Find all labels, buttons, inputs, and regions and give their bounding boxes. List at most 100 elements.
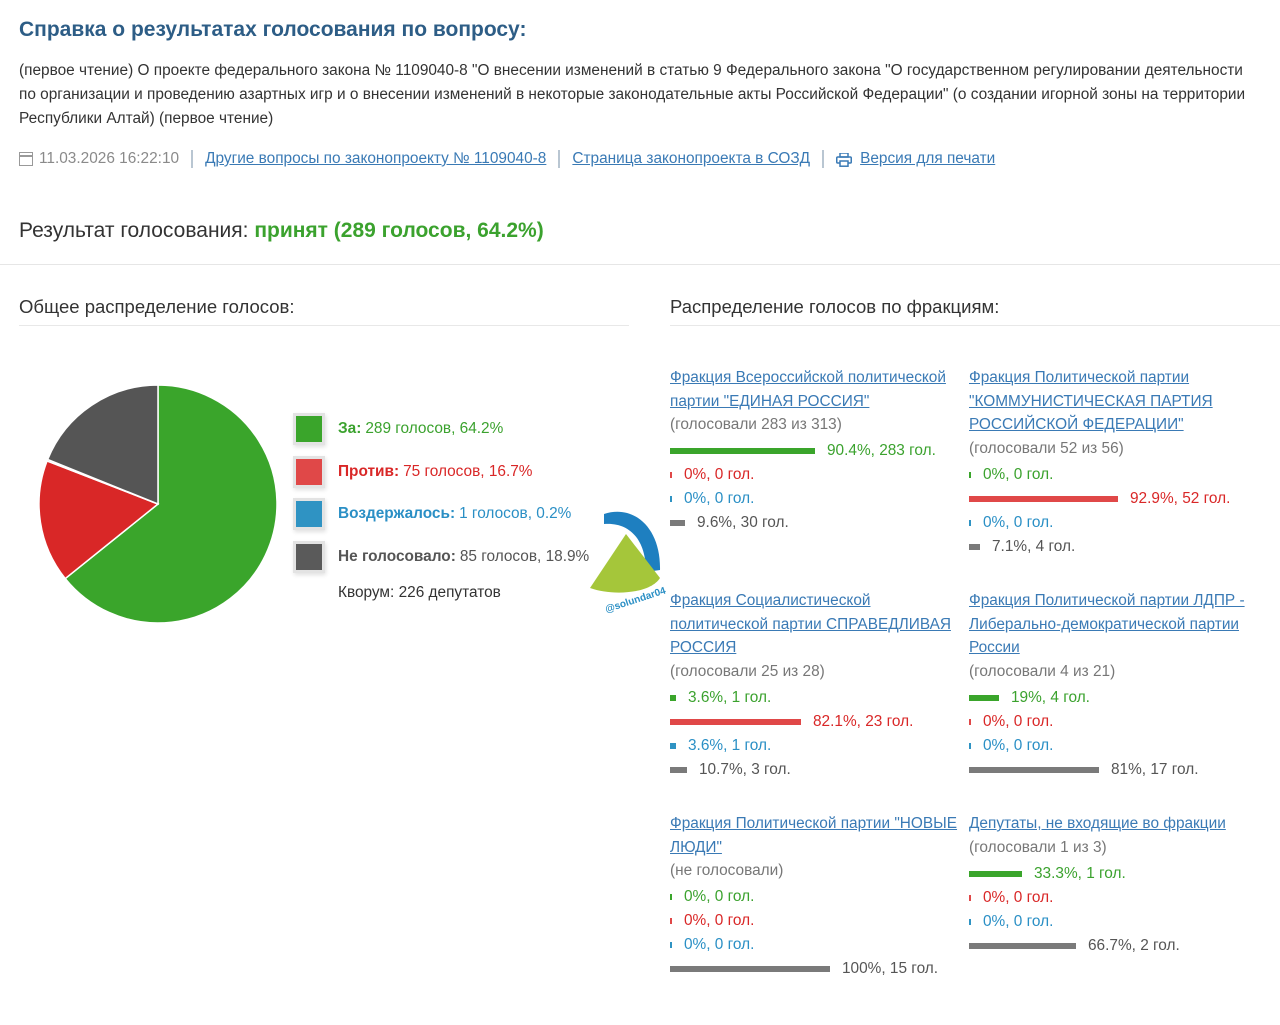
bar-row-za: 0%, 0 гол.: [969, 463, 1259, 487]
legend-value: 85 голосов, 18.9%: [459, 547, 590, 565]
page-title: Справка о результатах голосования по воп…: [19, 18, 527, 41]
bar-fill: [969, 495, 1118, 502]
faction-voted: (голосовали 283 из 313): [670, 416, 842, 433]
bar-text: 0%, 0 гол.: [983, 912, 1054, 930]
divider: [191, 150, 194, 168]
bar-fill: [969, 942, 1076, 949]
bar-fill: [969, 894, 971, 901]
bar-text: 0%, 0 гол.: [983, 712, 1054, 730]
factions-section-title: Распределение голосов по фракциям:: [670, 296, 1000, 317]
legend-value: 75 голосов, 16.7%: [403, 462, 533, 480]
faction-bars: 33.3%, 1 гол. 0%, 0 гол. 0%, 0 гол. 66.7…: [969, 862, 1259, 958]
faction-voted: (не голосовали): [670, 862, 784, 879]
bar-fill: [670, 496, 672, 502]
question-description: (первое чтение) О проекте федерального з…: [19, 62, 1246, 127]
bar-fill: [969, 694, 999, 701]
bar-fill: [969, 718, 971, 725]
bar-fill: [969, 471, 971, 478]
legend-swatch: [296, 458, 322, 485]
faction-name-link[interactable]: Фракция Социалистической политической па…: [670, 592, 951, 656]
bar-text: 0%, 0 гол.: [684, 490, 755, 507]
legend-label: Не голосовало:: [338, 547, 456, 565]
bar-row-za: 0%, 0 гол.: [670, 885, 960, 909]
faction-name-link[interactable]: Фракция Всероссийской политической парти…: [670, 369, 946, 410]
bar-row-protiv: 0%, 0 гол.: [969, 886, 1259, 910]
bar-fill: [670, 520, 685, 526]
legend-swatch: [296, 501, 322, 528]
faction-card: Депутаты, не входящие во фракции (голосо…: [969, 812, 1259, 958]
quorum: Кворум: 226 депутатов: [338, 584, 501, 601]
bar-row-vozderzh: 0%, 0 гол.: [969, 910, 1259, 934]
bar-row-vozderzh: 0%, 0 гол.: [969, 511, 1259, 535]
bar-fill: [969, 742, 971, 749]
printer-icon[interactable]: [836, 152, 853, 167]
bar-fill: [670, 694, 676, 701]
legend-item-za: За: 289 голосов, 64.2%: [296, 408, 589, 451]
calendar-icon: [19, 152, 33, 166]
bar-row-vozderzh: 0%, 0 гол.: [670, 933, 960, 957]
bar-text: 3.6%, 1 гол.: [688, 736, 772, 754]
legend-label: За:: [338, 420, 362, 438]
faction-card: Фракция Всероссийской политической парти…: [670, 366, 960, 535]
other-questions-link[interactable]: Другие вопросы по законопроекту № 110904…: [205, 150, 547, 167]
bar-row-ne-golos: 10.7%, 3 гол.: [670, 758, 960, 782]
bar-text: 0%, 0 гол.: [684, 888, 755, 905]
bar-text: 0%, 0 гол.: [983, 465, 1054, 483]
divider: [822, 150, 825, 168]
faction-card: Фракция Политической партии ЛДПР - Либер…: [969, 589, 1259, 782]
bar-row-protiv: 0%, 0 гол.: [670, 909, 960, 933]
bar-text: 0%, 0 гол.: [684, 466, 755, 483]
legend-value: 1 голосов, 0.2%: [459, 505, 572, 523]
legend-swatch: [296, 543, 322, 570]
bar-fill: [670, 742, 676, 749]
legend-item-protiv: Против: 75 голосов, 16.7%: [296, 451, 589, 494]
result-label: Результат голосования:: [19, 219, 249, 242]
bar-row-vozderzh: 0%, 0 гол.: [670, 487, 960, 511]
divider: [670, 325, 1280, 326]
faction-voted: (голосовали 4 из 21): [969, 662, 1116, 680]
bar-fill: [670, 942, 672, 948]
faction-bars: 3.6%, 1 гол. 82.1%, 23 гол. 3.6%, 1 гол.…: [670, 686, 960, 782]
bar-text: 0%, 0 гол.: [983, 513, 1054, 531]
bar-row-protiv: 82.1%, 23 гол.: [670, 710, 960, 734]
bar-text: 33.3%, 1 гол.: [1034, 864, 1126, 882]
pie-slice-4: [46, 384, 159, 506]
bar-fill: [969, 519, 971, 526]
meta-bar: 11.03.2026 16:22:10 Другие вопросы по за…: [19, 150, 995, 168]
faction-name-link[interactable]: Депутаты, не входящие во фракции: [969, 815, 1226, 832]
bar-text: 10.7%, 3 гол.: [699, 760, 791, 778]
bar-fill: [670, 472, 672, 478]
bar-row-vozderzh: 3.6%, 1 гол.: [670, 734, 960, 758]
bar-text: 19%, 4 гол.: [1011, 688, 1090, 706]
faction-name-link[interactable]: Фракция Политической партии "НОВЫЕ ЛЮДИ": [670, 815, 958, 856]
bar-row-ne-golos: 66.7%, 2 гол.: [969, 934, 1259, 958]
bar-row-za: 19%, 4 гол.: [969, 686, 1259, 710]
legend-value: 289 голосов, 64.2%: [365, 420, 504, 438]
bar-row-vozderzh: 0%, 0 гол.: [969, 734, 1259, 758]
divider: [19, 325, 629, 326]
faction-card: Фракция Политической партии "КОММУНИСТИЧ…: [969, 366, 1259, 559]
bar-row-ne-golos: 81%, 17 гол.: [969, 758, 1259, 782]
divider: [0, 264, 1280, 265]
bar-fill: [670, 766, 687, 773]
faction-name-link[interactable]: Фракция Политической партии "КОММУНИСТИЧ…: [969, 369, 1213, 433]
bar-fill: [670, 448, 815, 454]
bar-text: 82.1%, 23 гол.: [813, 712, 914, 730]
bar-fill: [670, 718, 801, 725]
bar-text: 0%, 0 гол.: [684, 912, 755, 929]
bar-row-za: 3.6%, 1 гол.: [670, 686, 960, 710]
pie-slice-2: [38, 459, 160, 580]
bar-row-protiv: 0%, 0 гол.: [969, 710, 1259, 734]
overall-section-title: Общее распределение голосов:: [19, 296, 295, 317]
bar-row-protiv: 0%, 0 гол.: [670, 463, 960, 487]
legend-item-ne-golos: Не голосовало: 85 голосов, 18.9%: [296, 536, 589, 579]
sozd-page-link[interactable]: Страница законопроекта в СОЗД: [572, 150, 811, 167]
print-version-link[interactable]: Версия для печати: [860, 150, 996, 167]
bar-row-protiv: 92.9%, 52 гол.: [969, 487, 1259, 511]
faction-name-link[interactable]: Фракция Политической партии ЛДПР - Либер…: [969, 592, 1245, 656]
bar-fill: [969, 918, 971, 925]
vote-datetime: 11.03.2026 16:22:10: [39, 150, 180, 167]
legend-label: Воздержалось:: [338, 505, 456, 523]
bar-row-za: 90.4%, 283 гол.: [670, 439, 960, 463]
watermark-logo: @solundar04: [590, 511, 668, 615]
